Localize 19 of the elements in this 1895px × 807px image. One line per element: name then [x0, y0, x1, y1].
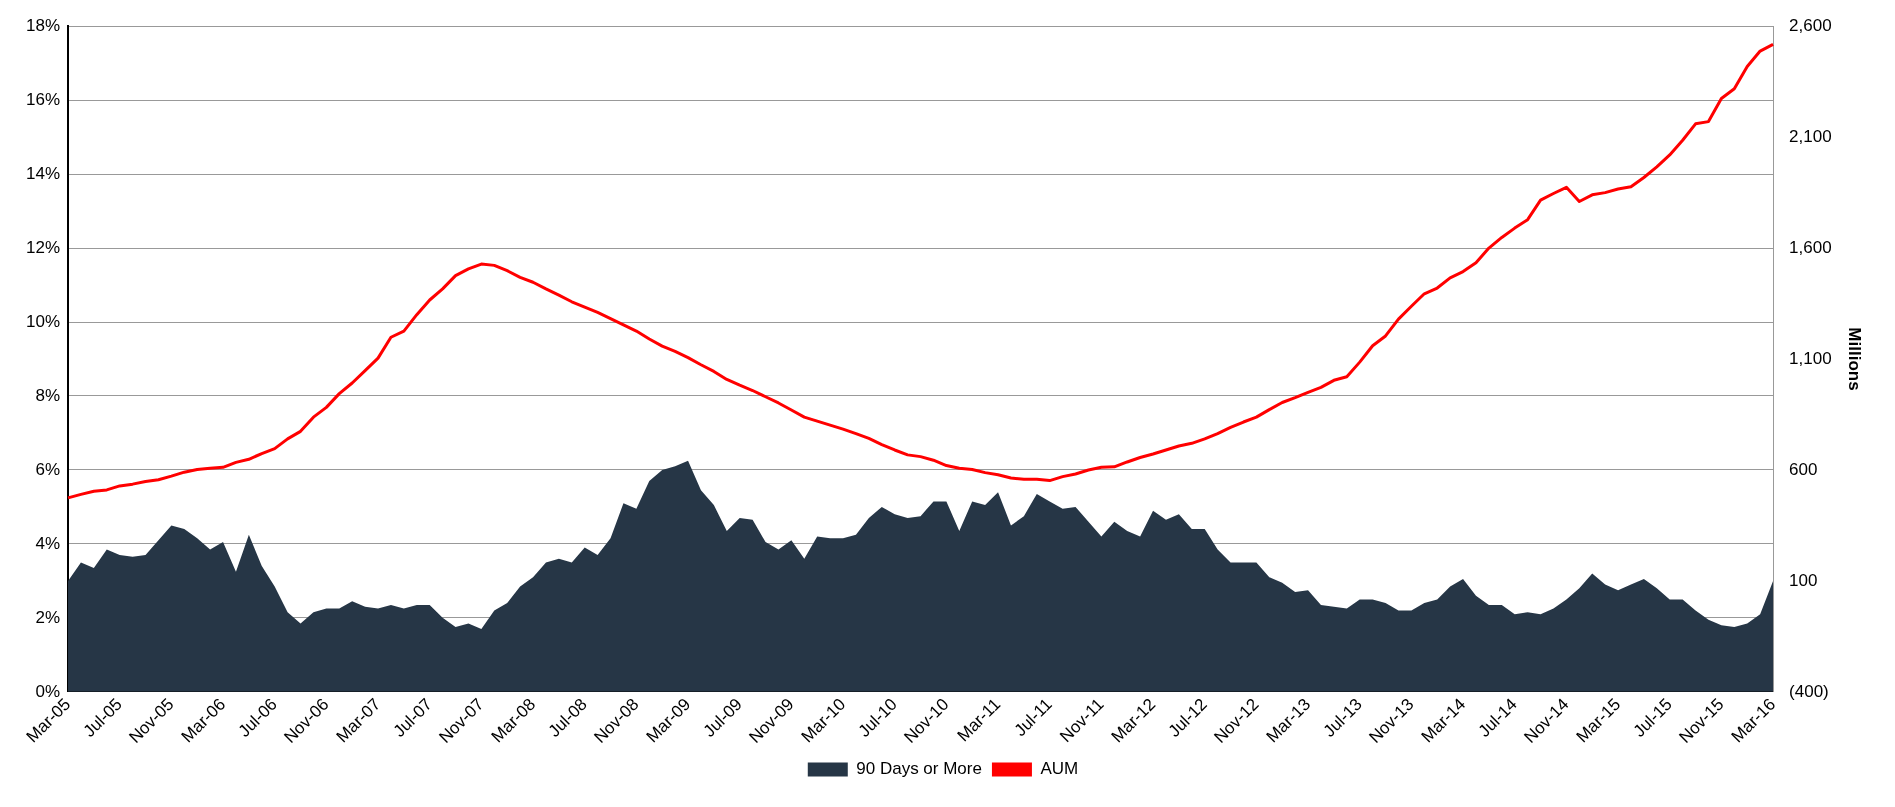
y2-tick-label: 1,600: [1789, 237, 1832, 257]
y-tick-label: 14%: [25, 163, 61, 183]
y-tick-label: 18%: [25, 15, 61, 35]
y2-tick-label: 1,100: [1789, 348, 1832, 368]
y2-axis-title: Millions: [1845, 327, 1865, 391]
y-tick-label: 2%: [35, 607, 61, 627]
y2-tick-label: 2,600: [1789, 15, 1832, 35]
y-tick-label: 12%: [25, 237, 61, 257]
legend-label: 90 Days or More: [856, 759, 982, 779]
y2-tick-label: 600: [1789, 459, 1818, 479]
y-tick-label: 16%: [25, 89, 61, 109]
y2-tick-label: 100: [1789, 570, 1818, 590]
y-tick-label: 10%: [25, 311, 61, 331]
legend-label: AUM: [1040, 759, 1079, 779]
y-tick-label: 8%: [35, 385, 61, 405]
y-tick-label: 4%: [35, 533, 61, 553]
y2-tick-label: 2,100: [1789, 126, 1832, 146]
y-tick-label: 6%: [35, 459, 61, 479]
y2-tick-label: (400): [1789, 681, 1829, 701]
